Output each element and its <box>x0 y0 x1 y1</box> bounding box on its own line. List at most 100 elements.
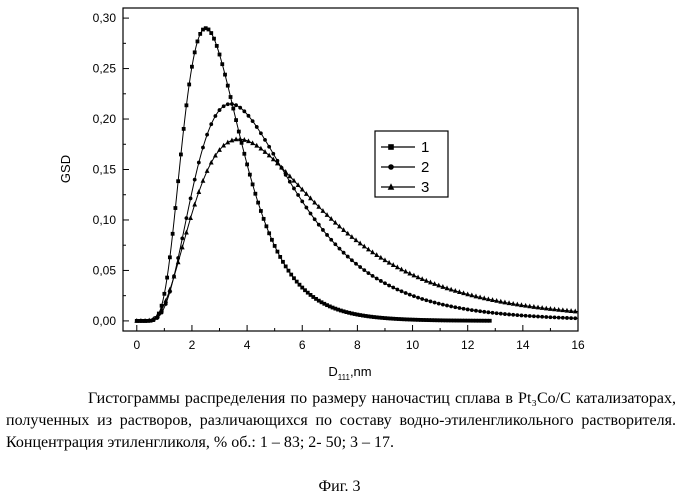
y-tick-label: 0,15 <box>93 163 117 177</box>
data-point <box>358 241 363 246</box>
data-point <box>486 310 490 314</box>
x-axis-ticks: 0246810121416 <box>133 325 585 352</box>
x-tick-label: 4 <box>244 338 251 352</box>
data-point <box>441 303 445 307</box>
data-point <box>482 310 486 314</box>
data-point <box>379 279 383 283</box>
data-point <box>287 269 291 273</box>
x-axis-title-unit: ,nm <box>350 364 372 379</box>
data-point <box>338 247 342 251</box>
data-point <box>557 316 561 320</box>
data-point <box>179 153 183 157</box>
x-tick-label: 8 <box>354 338 361 352</box>
data-point <box>248 173 252 177</box>
data-point <box>408 293 412 297</box>
data-point <box>162 292 166 296</box>
data-point <box>370 249 375 254</box>
data-point <box>218 108 222 112</box>
data-point <box>281 260 285 264</box>
caption-text: Гистограммы распределения по размеру нан… <box>6 388 676 454</box>
series-3 <box>134 136 578 322</box>
data-point <box>205 168 210 173</box>
data-point <box>168 255 172 259</box>
x-axis-title-main: D <box>328 364 337 379</box>
data-point <box>237 130 241 134</box>
data-point <box>263 149 268 154</box>
data-point <box>491 311 495 315</box>
data-point <box>325 233 329 237</box>
data-point <box>256 201 260 205</box>
data-point <box>234 103 238 107</box>
data-point <box>532 314 536 318</box>
data-point <box>342 251 346 255</box>
data-point <box>412 294 416 298</box>
data-point <box>176 179 180 183</box>
y-tick-label: 0,30 <box>93 11 117 25</box>
data-point <box>565 316 569 320</box>
data-point <box>207 28 211 32</box>
data-point <box>395 288 399 292</box>
x-tick-label: 12 <box>461 338 475 352</box>
data-point <box>234 118 238 122</box>
data-point <box>215 44 219 48</box>
data-point <box>176 259 181 264</box>
legend-label-2: 2 <box>421 159 429 176</box>
data-point <box>185 216 189 220</box>
data-point <box>245 163 249 167</box>
series-line-3 <box>137 139 578 321</box>
data-point <box>292 187 296 191</box>
data-point <box>549 315 553 319</box>
data-point <box>230 102 234 106</box>
series-line-2 <box>137 104 578 321</box>
data-point <box>205 133 209 137</box>
data-point <box>449 305 453 309</box>
data-point <box>213 114 217 118</box>
data-point <box>354 237 359 242</box>
data-point <box>524 314 528 318</box>
series-layer <box>134 26 578 323</box>
data-point <box>209 31 213 35</box>
data-point <box>201 146 205 150</box>
data-point <box>267 153 272 158</box>
data-point <box>346 255 350 259</box>
data-point <box>466 308 470 312</box>
data-point <box>253 192 257 196</box>
data-point <box>470 308 474 312</box>
x-tick-label: 16 <box>571 338 585 352</box>
data-point <box>267 145 271 149</box>
data-point <box>507 313 511 317</box>
data-point <box>553 316 557 320</box>
data-point <box>569 316 573 320</box>
data-point <box>229 95 233 99</box>
data-point <box>196 40 200 44</box>
data-point <box>313 217 317 221</box>
data-point <box>341 227 346 232</box>
data-point <box>258 146 263 151</box>
y-tick-label: 0,20 <box>93 112 117 126</box>
data-point <box>223 73 227 77</box>
data-point <box>391 286 395 290</box>
data-point <box>495 311 499 315</box>
data-point <box>349 234 354 239</box>
data-point <box>187 83 191 87</box>
data-point <box>362 268 366 272</box>
data-point <box>404 291 408 295</box>
data-point <box>478 309 482 313</box>
data-point <box>424 298 428 302</box>
data-point <box>388 164 394 170</box>
data-point <box>226 84 230 88</box>
data-point <box>420 297 424 301</box>
data-point <box>278 255 282 259</box>
y-axis-title: GSD <box>58 155 73 183</box>
data-point <box>289 273 293 277</box>
data-point <box>276 250 280 254</box>
y-tick-label: 0,10 <box>93 213 117 227</box>
data-point <box>433 301 437 305</box>
data-point <box>173 206 177 210</box>
data-point <box>226 102 230 106</box>
data-point <box>197 161 201 165</box>
chart: 0246810121416 0,000,050,100,150,200,250,… <box>0 0 679 385</box>
data-point <box>387 284 391 288</box>
data-point <box>536 315 540 319</box>
data-point <box>259 131 263 135</box>
